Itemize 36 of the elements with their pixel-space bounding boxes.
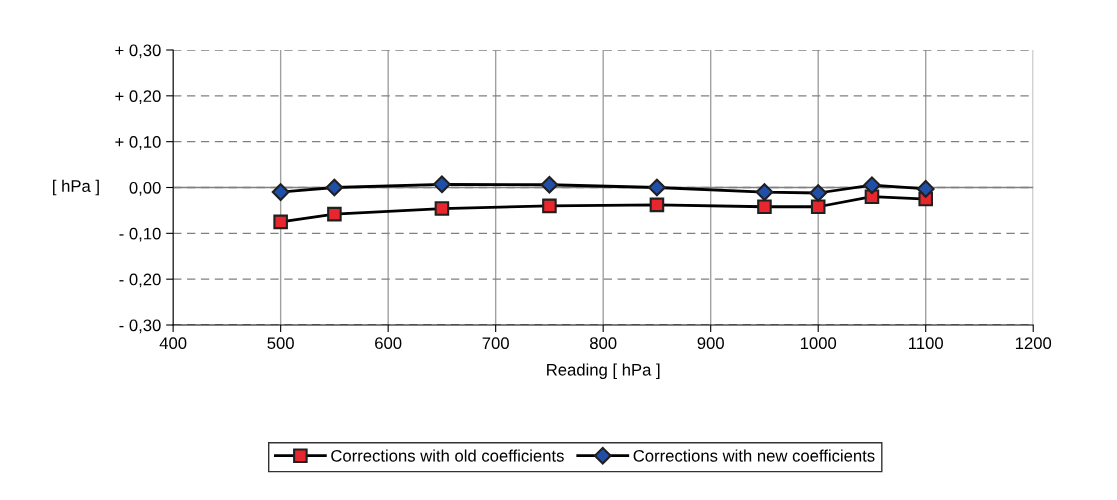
point — [434, 201, 450, 216]
point — [648, 178, 666, 197]
point — [755, 183, 774, 201]
point — [809, 184, 828, 202]
x-tick-label: 1100 — [909, 337, 943, 350]
y-axis-title: [ hPa ] — [53, 179, 99, 196]
x-tick-label: 1200 — [1015, 337, 1052, 350]
x-tick-label: 400 — [159, 337, 187, 350]
point — [433, 175, 451, 194]
point — [916, 179, 935, 198]
y-tick-label: + 0,10 — [115, 136, 161, 150]
x-tick-label: 700 — [482, 337, 509, 350]
y-tick-label: - 0,10 — [119, 227, 161, 242]
y-tick-label: - 0,30 — [119, 319, 161, 334]
point — [542, 198, 557, 214]
point — [540, 175, 559, 194]
x-tick-label: 1000 — [800, 337, 837, 350]
y-tick-label: + 0,20 — [115, 90, 161, 105]
y-tick-label: 0,00 — [129, 181, 161, 196]
point — [327, 206, 342, 222]
point — [810, 199, 826, 215]
point — [649, 197, 665, 213]
legend-label: Corrections with new coefficients — [633, 449, 875, 462]
y-tick-label: - 0,20 — [119, 273, 161, 288]
point — [273, 214, 288, 230]
x-tick-label: 600 — [375, 337, 402, 350]
x-tick-label: 800 — [590, 337, 617, 350]
y-tick-label: + 0,30 — [115, 44, 161, 59]
point — [271, 183, 290, 201]
point — [325, 178, 344, 197]
x-tick-label: 900 — [697, 337, 724, 350]
point — [757, 199, 772, 215]
legend-label: Corrections with old coefficients — [331, 449, 564, 462]
x-tick-label: 500 — [267, 337, 294, 350]
point — [863, 176, 881, 195]
x-axis-title: Reading [ hPa ] — [547, 363, 660, 379]
